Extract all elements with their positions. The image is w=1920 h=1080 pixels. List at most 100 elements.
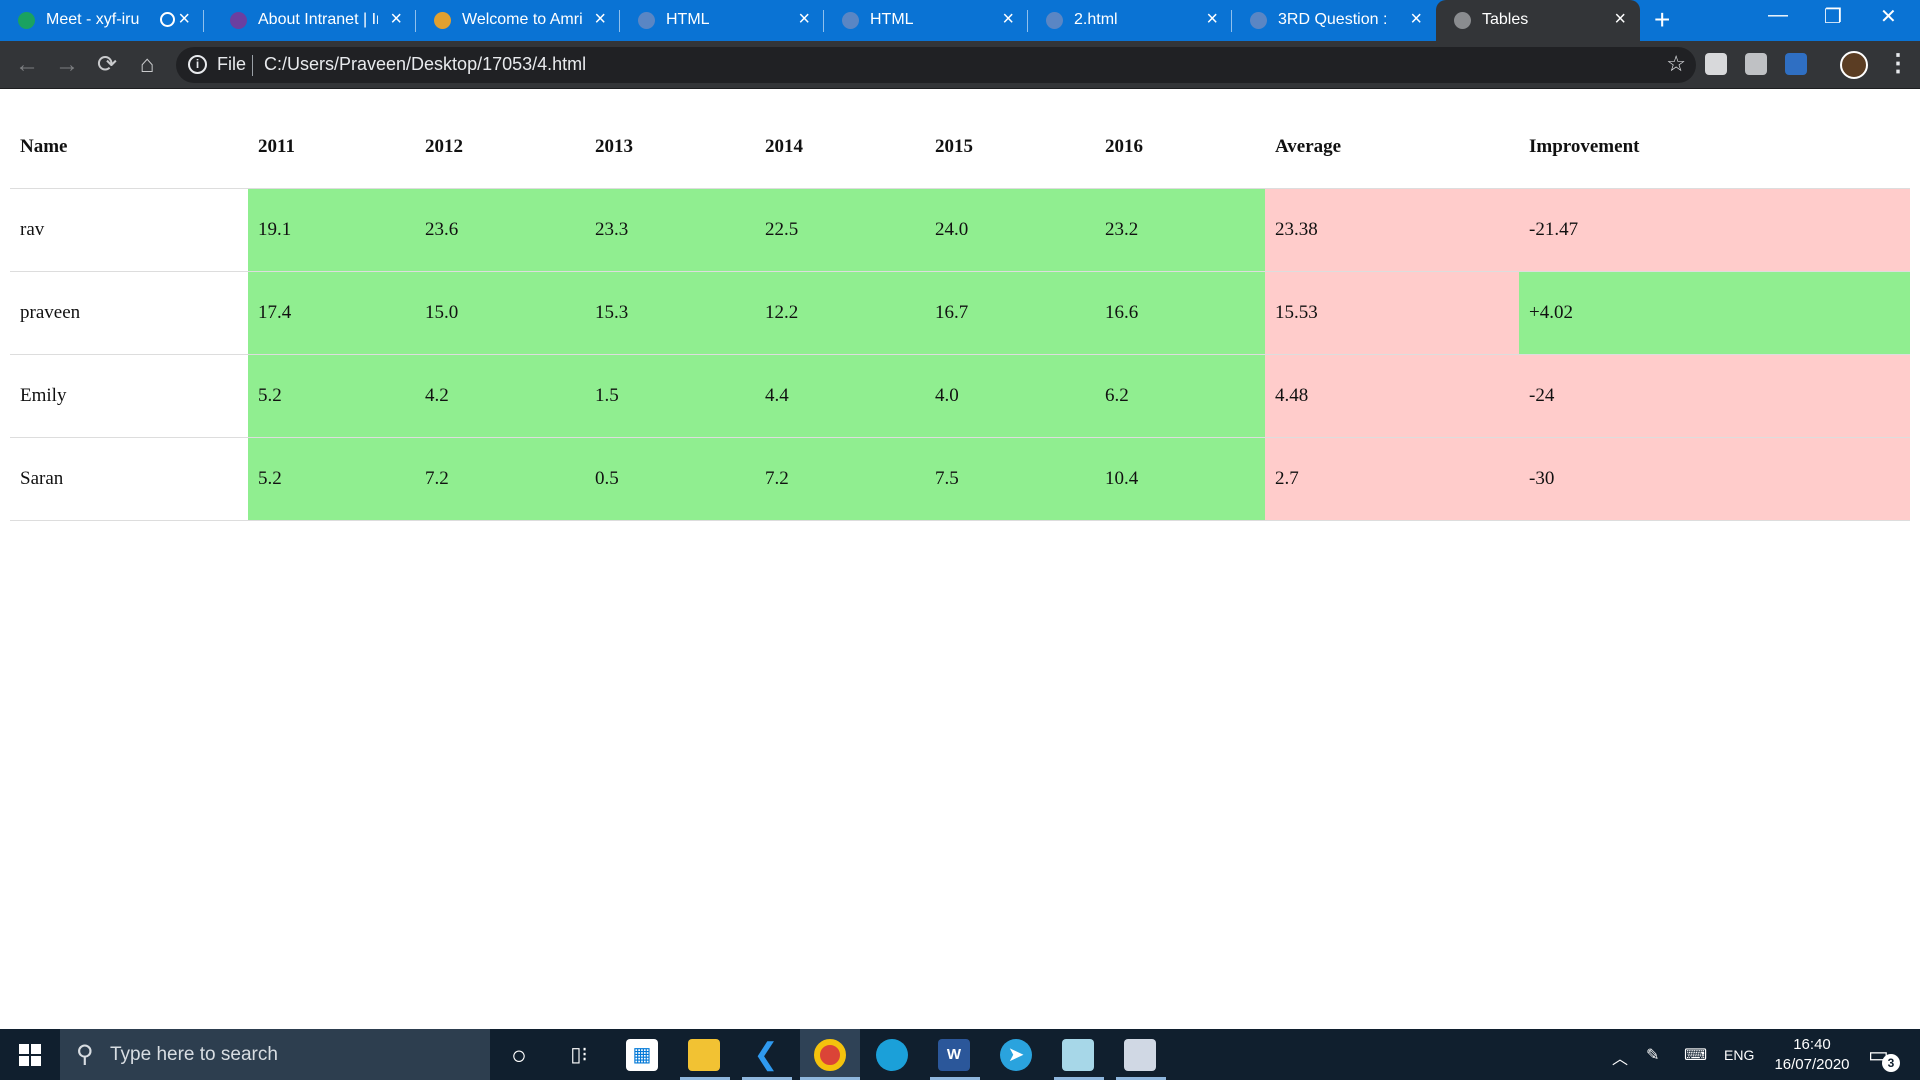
word-icon[interactable]: W: [938, 1039, 970, 1071]
close-window-icon[interactable]: ✕: [1880, 6, 1897, 28]
tab-about-intranet[interactable]: About Intranet | In ×: [212, 0, 416, 41]
tab-title: About Intranet | In: [258, 11, 378, 28]
keyboard-icon[interactable]: ⌨: [1684, 1047, 1708, 1064]
cell-year: 1.5: [585, 354, 755, 438]
pen-icon[interactable]: ✎: [1646, 1047, 1660, 1064]
cell-name: praveen: [10, 271, 248, 355]
tab-3rd-question[interactable]: 3RD Question : ×: [1232, 0, 1436, 41]
cell-name: Saran: [10, 437, 248, 521]
extension-plane-icon[interactable]: [1745, 53, 1767, 75]
home-icon[interactable]: ⌂: [139, 51, 155, 78]
edge-icon[interactable]: [876, 1039, 908, 1071]
close-icon[interactable]: ×: [1206, 8, 1218, 30]
close-icon[interactable]: ×: [390, 8, 402, 30]
cell-year: 7.5: [925, 437, 1095, 521]
profile-avatar[interactable]: [1840, 51, 1868, 79]
header-improvement: Improvement: [1519, 106, 1910, 189]
vscode-icon[interactable]: ❮: [753, 1038, 779, 1071]
tab-separator: [1027, 10, 1028, 32]
header-2012: 2012: [415, 106, 585, 189]
tab-title: HTML: [666, 11, 710, 28]
remote-desktop-icon[interactable]: [1124, 1039, 1156, 1071]
close-icon[interactable]: ×: [1614, 8, 1626, 30]
globe-icon: [1046, 12, 1063, 29]
notes-app-icon[interactable]: [1062, 1039, 1094, 1071]
cell-name: rav: [10, 188, 248, 272]
cell-year: 4.2: [415, 354, 585, 438]
cell-year: 12.2: [755, 271, 925, 355]
cell-improvement: +4.02: [1519, 271, 1910, 355]
tab-2-html[interactable]: 2.html ×: [1028, 0, 1232, 41]
telegram-icon[interactable]: ➤: [1000, 1039, 1032, 1071]
menu-icon[interactable]: ⋮: [1886, 50, 1910, 77]
globe-icon: [1250, 12, 1267, 29]
tab-welcome-amrita[interactable]: Welcome to Amrit ×: [416, 0, 620, 41]
tab-strip: Meet - xyf-iru × About Intranet | In × W…: [0, 0, 1920, 41]
cell-year: 0.5: [585, 437, 755, 521]
close-icon[interactable]: ×: [1410, 8, 1422, 30]
header-2015: 2015: [925, 106, 1095, 189]
info-icon[interactable]: i: [188, 55, 207, 74]
url-text[interactable]: C:/Users/Praveen/Desktop/17053/4.html: [264, 54, 587, 74]
cell-name: Emily: [10, 354, 248, 438]
forward-arrow-icon[interactable]: →: [55, 51, 79, 78]
windows-start-icon[interactable]: [0, 1029, 60, 1080]
close-icon[interactable]: ×: [798, 8, 810, 30]
clock-time: 16:40: [1793, 1036, 1831, 1053]
reload-icon[interactable]: ⟳: [96, 51, 118, 78]
cell-year: 19.1: [248, 188, 415, 272]
cell-year: 24.0: [925, 188, 1095, 272]
close-icon[interactable]: ×: [594, 8, 606, 30]
address-bar[interactable]: i File C:/Users/Praveen/Desktop/17053/4.…: [176, 47, 1696, 83]
tab-tables[interactable]: Tables ×: [1436, 0, 1640, 41]
tab-meet[interactable]: Meet - xyf-iru ×: [0, 0, 204, 41]
cortana-icon[interactable]: ○: [511, 1040, 527, 1070]
running-indicator: [800, 1077, 860, 1080]
header-2011: 2011: [248, 106, 415, 189]
restore-icon[interactable]: ❐: [1824, 6, 1842, 28]
tab-title: Welcome to Amrit: [462, 11, 582, 28]
cell-year: 15.3: [585, 271, 755, 355]
store-icon[interactable]: ▦: [626, 1039, 658, 1071]
extension-screen-icon[interactable]: [1785, 53, 1807, 75]
chrome-icon[interactable]: [814, 1039, 846, 1071]
close-icon[interactable]: ×: [1002, 8, 1014, 30]
tab-html-1[interactable]: HTML ×: [620, 0, 824, 41]
header-name: Name: [10, 106, 248, 189]
back-arrow-icon[interactable]: ←: [15, 51, 39, 78]
extension-cube-icon[interactable]: [1705, 53, 1727, 75]
cell-year: 15.0: [415, 271, 585, 355]
cell-year: 4.4: [755, 354, 925, 438]
task-view-icon[interactable]: ▯⁝: [570, 1044, 588, 1066]
page-content: Name 2011 2012 2013 2014 2015 2016 Avera…: [0, 89, 1920, 1029]
file-explorer-icon[interactable]: [688, 1039, 720, 1071]
table-row: Emily 5.2 4.2 1.5 4.4 4.0 6.2 4.48 -24: [10, 354, 1910, 438]
recording-icon: [160, 12, 175, 27]
cell-improvement: -30: [1519, 437, 1910, 521]
tab-title: 3RD Question :: [1278, 11, 1388, 28]
tab-html-2[interactable]: HTML ×: [824, 0, 1028, 41]
globe-icon: [638, 12, 655, 29]
bookmark-star-icon[interactable]: ☆: [1666, 51, 1686, 76]
notification-icon[interactable]: ▭ 3: [1868, 1042, 1900, 1072]
minimize-icon[interactable]: —: [1768, 4, 1788, 26]
cell-improvement: -21.47: [1519, 188, 1910, 272]
cell-year: 23.6: [415, 188, 585, 272]
new-tab-button[interactable]: +: [1654, 4, 1671, 35]
language-indicator[interactable]: ENG: [1724, 1047, 1755, 1063]
taskbar-search-box[interactable]: ⚲ Type here to search: [60, 1029, 490, 1080]
search-placeholder: Type here to search: [110, 1044, 278, 1065]
globe-icon: [842, 12, 859, 29]
header-2016: 2016: [1095, 106, 1265, 189]
table-row: rav 19.1 23.6 23.3 22.5 24.0 23.2 23.38 …: [10, 188, 1910, 272]
clock-date: 16/07/2020: [1774, 1056, 1850, 1073]
tab-separator: [619, 10, 620, 32]
table-row: praveen 17.4 15.0 15.3 12.2 16.7 16.6 15…: [10, 271, 1910, 355]
tray-expand-icon[interactable]: ︿: [1612, 1051, 1629, 1068]
close-icon[interactable]: ×: [178, 8, 190, 30]
intranet-favicon-icon: [230, 12, 247, 29]
tab-title: Tables: [1482, 11, 1529, 28]
search-icon: ⚲: [76, 1041, 94, 1068]
taskbar-clock[interactable]: 16:40 16/07/2020: [1764, 1035, 1860, 1075]
running-indicator: [742, 1077, 792, 1080]
